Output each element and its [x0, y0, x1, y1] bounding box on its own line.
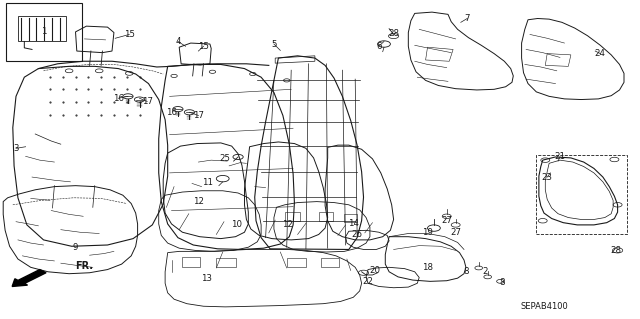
Text: SEPAB4100: SEPAB4100: [520, 302, 568, 311]
Text: 26: 26: [351, 230, 363, 239]
Text: 15: 15: [198, 42, 209, 51]
Text: 1: 1: [41, 27, 46, 36]
Text: 16: 16: [166, 108, 177, 117]
Text: 19: 19: [422, 228, 433, 237]
FancyArrow shape: [12, 270, 46, 286]
Text: 27: 27: [450, 228, 461, 237]
Text: 9: 9: [73, 243, 78, 252]
Text: 25: 25: [220, 154, 231, 163]
Text: 12: 12: [282, 220, 294, 229]
Text: 28: 28: [610, 246, 621, 255]
Text: 17: 17: [193, 111, 204, 120]
Text: 28: 28: [388, 29, 399, 38]
Text: 22: 22: [362, 277, 374, 286]
Text: 15: 15: [124, 30, 135, 39]
Text: 16: 16: [113, 94, 124, 103]
Text: 8: 8: [500, 278, 505, 287]
Text: 27: 27: [441, 216, 452, 225]
Text: 6: 6: [376, 42, 381, 51]
Text: 14: 14: [348, 219, 359, 228]
Text: 18: 18: [422, 263, 433, 272]
Text: 17: 17: [141, 97, 153, 106]
Text: 7: 7: [465, 14, 470, 23]
Text: 24: 24: [595, 49, 606, 58]
Text: 10: 10: [231, 220, 243, 229]
Text: 2: 2: [483, 267, 488, 276]
Text: 20: 20: [369, 266, 380, 275]
Text: 12: 12: [193, 197, 204, 206]
Text: 3: 3: [13, 144, 19, 153]
Text: FR.: FR.: [75, 261, 93, 271]
Text: 8: 8: [463, 267, 468, 276]
Bar: [536, 155, 627, 234]
Text: 4: 4: [175, 37, 180, 46]
Text: 11: 11: [202, 178, 214, 187]
Text: 21: 21: [554, 152, 566, 161]
Text: 5: 5: [271, 40, 276, 48]
Text: 13: 13: [200, 274, 212, 283]
Text: 23: 23: [541, 173, 553, 182]
